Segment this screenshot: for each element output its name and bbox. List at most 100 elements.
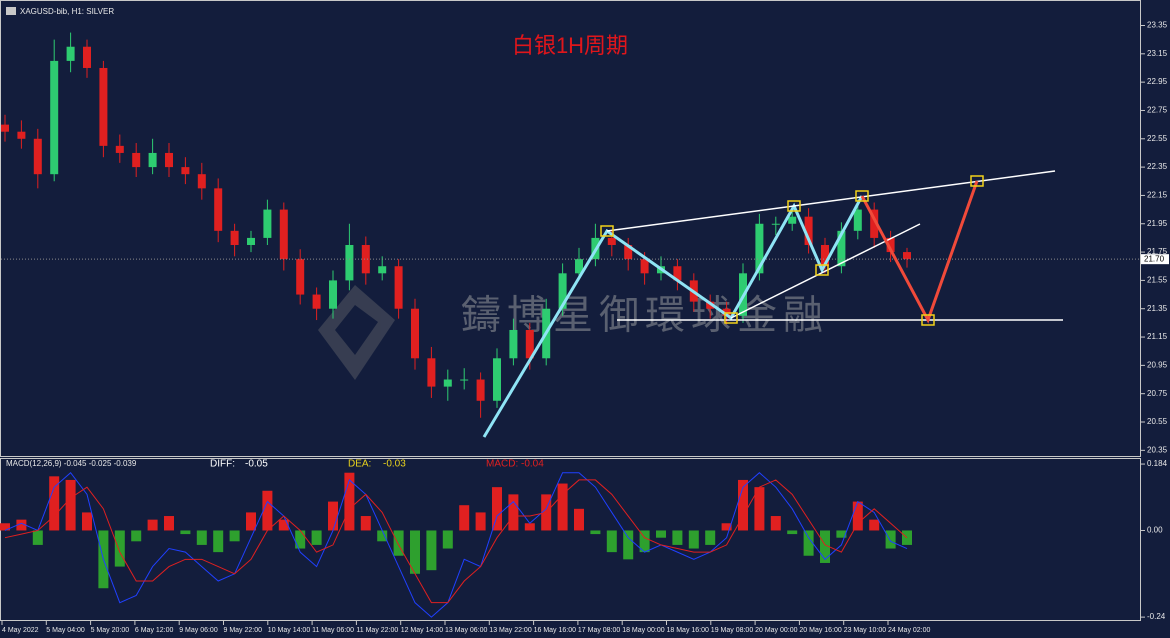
candle-body [640, 259, 649, 274]
x-tick-label: 11 May 06:00 [312, 627, 354, 634]
x-tick-label: 5 May 20:00 [91, 627, 130, 634]
candle-body [427, 358, 436, 387]
macd-bar [32, 530, 43, 545]
last-price-box [1141, 254, 1169, 265]
macd-line [4, 471, 908, 618]
macd-bar [393, 530, 404, 556]
candle-body [230, 230, 239, 245]
macd-bar [770, 516, 781, 531]
macd-title: MACD(12,26,9) -0.045 -0.025 -0.039 [6, 459, 137, 468]
macd-bar [574, 508, 584, 531]
candle-body [181, 167, 190, 175]
x-tick-label: 20 May 16:00 [799, 627, 842, 634]
macd-bar [803, 530, 814, 556]
candle-body [558, 273, 567, 309]
watermark-logo [318, 285, 395, 380]
x-tick-label: 13 May 22:00 [489, 627, 532, 634]
macd-bar [705, 530, 716, 545]
x-tick-label: 5 May 04:00 [46, 627, 85, 634]
macd-bar [16, 519, 27, 531]
readout-name: DEA: [348, 459, 371, 470]
macd-bar [524, 523, 535, 531]
candle-body [1, 124, 9, 132]
candle-body [17, 131, 26, 139]
y-tick-label: 21.15 [1147, 332, 1168, 341]
macd-frame [0, 458, 1141, 621]
macd-bar [295, 530, 306, 549]
y-tick-label: 22.55 [1147, 134, 1168, 143]
macd-bar [721, 523, 732, 531]
candle-body [460, 379, 469, 381]
macd-bar [278, 519, 289, 531]
candle-body [493, 358, 501, 401]
macd-bar [475, 512, 486, 531]
candle-body [755, 223, 764, 274]
analysis-drawing [482, 170, 1063, 438]
macd-bar [164, 516, 174, 531]
macd-bar [738, 479, 748, 531]
candle-body [83, 46, 91, 68]
readout-name: DIFF: [210, 459, 235, 470]
macd-bar [754, 487, 765, 531]
candle-body [673, 266, 682, 281]
macd-bar [180, 530, 191, 535]
x-tick-label: 18 May 00:00 [622, 627, 665, 634]
x-tick-label: 6 May 12:00 [135, 627, 174, 634]
y-tick-label: 21.35 [1147, 304, 1168, 313]
y-tick-label: 20.95 [1147, 360, 1168, 369]
macd-bar [246, 512, 256, 531]
macd-bar [590, 530, 601, 535]
y-tick-label: 0.184 [1147, 459, 1168, 468]
candle-body [99, 67, 108, 146]
candle-body [378, 266, 387, 274]
candle-body [870, 209, 879, 238]
candle-body [853, 209, 862, 231]
y-tick-label: 20.35 [1147, 445, 1168, 454]
macd-bar [147, 519, 158, 531]
x-tick-label: 11 May 22:00 [356, 627, 398, 634]
macd-bar [606, 530, 617, 553]
candle-body [312, 294, 321, 309]
macd-bar [311, 530, 322, 545]
y-tick-label: 21.75 [1147, 247, 1168, 256]
macd-bar [656, 530, 666, 538]
candle-body [214, 188, 223, 231]
x-tick-label: 20 May 00:00 [755, 627, 798, 634]
macd-bar [410, 530, 420, 574]
macd-bar [459, 505, 470, 531]
macd-bar [623, 530, 634, 560]
candle-body [886, 237, 895, 253]
candle-body [165, 152, 173, 168]
x-tick-label: 9 May 22:00 [224, 627, 263, 634]
candle-body [247, 237, 255, 245]
macd-bar [131, 530, 142, 542]
candle-body [329, 280, 337, 309]
macd-bar [508, 494, 519, 531]
x-tick-label: 9 May 06:00 [179, 627, 218, 634]
macd-bar [885, 530, 896, 549]
candle-body [788, 216, 797, 224]
candle-body [443, 379, 452, 387]
y-tick-label: -0.24 [1147, 612, 1166, 621]
symbol-icon [6, 7, 16, 15]
macd-bar [328, 501, 338, 531]
macd-bar [869, 519, 880, 531]
candle-body [197, 174, 206, 189]
macd-bar [229, 530, 240, 542]
macd-line [4, 479, 908, 604]
y-tick-label: 22.15 [1147, 191, 1168, 200]
candle-body [821, 244, 829, 267]
price-frame [0, 0, 1141, 457]
y-tick-label: 20.55 [1147, 417, 1168, 426]
macd-bar [820, 530, 830, 563]
candle-body [575, 259, 583, 274]
candle-body [361, 244, 370, 274]
watermark: 鑄博星御環球金融 [461, 294, 829, 338]
macd-bar [65, 479, 76, 531]
readout-value: -0.03 [383, 459, 406, 470]
readout-name: MACD: [486, 459, 518, 470]
candle-body [148, 152, 157, 168]
candle-body [903, 252, 911, 260]
